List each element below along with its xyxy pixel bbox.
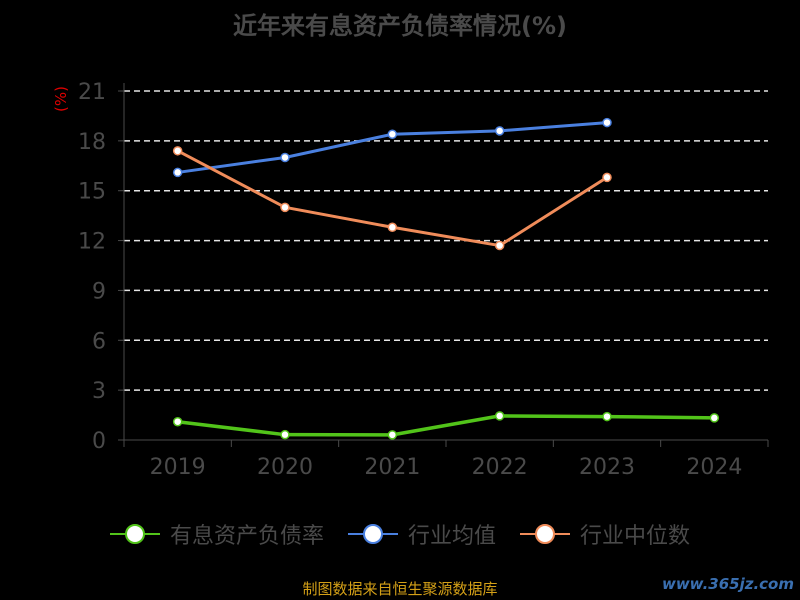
- legend: 有息资产负债率 行业均值 行业中位数: [0, 518, 800, 550]
- legend-swatch-industry-median: [520, 524, 570, 544]
- watermark: www.365jz.com: [661, 575, 794, 593]
- data-point-interest-debt-ratio: [709, 413, 720, 423]
- legend-item-industry-mean[interactable]: 行业均值: [347, 518, 496, 550]
- data-point-interest-debt-ratio: [280, 429, 290, 440]
- y-tick-label: 12: [78, 230, 106, 255]
- y-tick-label: 3: [92, 379, 106, 404]
- y-tick-label: 6: [92, 329, 106, 354]
- legend-label-industry-median: 行业中位数: [580, 524, 691, 549]
- x-tick-label: 2020: [257, 455, 313, 480]
- series-line-interest-debt-ratio: [177, 414, 715, 437]
- data-point-interest-debt-ratio: [494, 411, 505, 421]
- x-tick-label: 2021: [364, 455, 420, 480]
- data-point-industry-median: [172, 146, 183, 156]
- y-tick-label: 21: [78, 80, 106, 105]
- data-source-note: 制图数据来自恒生聚源数据库: [302, 580, 498, 598]
- y-tick-label: 18: [78, 130, 106, 155]
- data-point-interest-debt-ratio: [387, 430, 398, 440]
- data-point-interest-debt-ratio: [602, 411, 612, 422]
- data-point-industry-median: [280, 202, 290, 213]
- legend-item-interest-debt-ratio[interactable]: 有息资产负债率: [109, 518, 324, 550]
- data-point-industry-median: [387, 222, 398, 233]
- legend-swatch-interest-debt-ratio: [109, 524, 160, 544]
- legend-swatch-industry-mean: [347, 524, 398, 544]
- data-point-industry-mean: [280, 152, 290, 163]
- x-tick-label: 2019: [150, 455, 206, 480]
- data-point-industry-mean: [494, 126, 505, 136]
- legend-label-interest-debt-ratio: 有息资产负债率: [169, 524, 324, 549]
- y-tick-label: 15: [78, 180, 106, 205]
- x-tick-label: 2024: [686, 455, 742, 480]
- x-tick-label: 2023: [579, 455, 635, 480]
- data-point-industry-mean: [387, 129, 398, 139]
- legend-item-industry-median[interactable]: 行业中位数: [520, 518, 690, 550]
- data-point-industry-median: [494, 240, 505, 251]
- data-point-industry-mean: [602, 117, 612, 128]
- data-point-industry-median: [602, 172, 612, 183]
- data-point-interest-debt-ratio: [172, 416, 183, 427]
- y-tick-label: 0: [92, 429, 106, 454]
- y-tick-label: 9: [92, 279, 106, 304]
- x-tick-label: 2022: [472, 455, 528, 480]
- data-point-industry-mean: [172, 167, 183, 178]
- chart-title: 近年来有息资产负债率情况(%): [233, 12, 567, 40]
- legend-label-industry-mean: 行业均值: [407, 524, 496, 549]
